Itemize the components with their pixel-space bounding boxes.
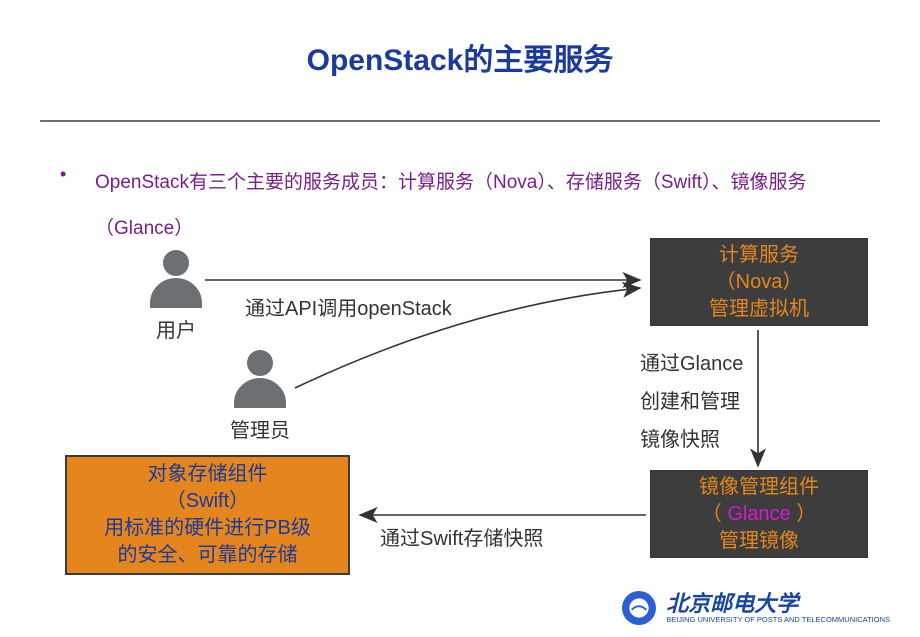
actor-admin: 管理员 (230, 350, 290, 443)
actor-admin-head-icon (247, 350, 273, 376)
box-line: 对象存储组件 (148, 461, 268, 488)
actor-user-label: 用户 (156, 314, 196, 343)
title-divider (40, 120, 880, 122)
box-line: 用标准的硬件进行PB级 (104, 515, 311, 542)
edge-label-nova-to-glance: 通过Glance创建和管理镜像快照 (640, 345, 743, 459)
box-line: 管理虚拟机 (709, 296, 809, 323)
box-line: （Nova） (716, 269, 803, 296)
box-swift: 对象存储组件（Swift）用标准的硬件进行PB级的安全、可靠的存储 (65, 455, 350, 575)
slide-title: OpenStack的主要服务 (0, 35, 920, 79)
university-name: 北京邮电大学 (666, 592, 890, 616)
edge-label-user-to-nova: 通过API调用openStack (245, 290, 452, 328)
edge-label-glance-to-swift: 通过Swift存储快照 (380, 520, 543, 558)
box-line: 镜像管理组件 (699, 474, 819, 501)
slide-title-text: OpenStack的主要服务 (307, 44, 614, 77)
actor-user-body-icon (150, 278, 202, 308)
box-line: （Swift） (166, 488, 249, 515)
university-sub: BEIJING UNIVERSITY OF POSTS AND TELECOMM… (666, 616, 890, 624)
university-logo-icon (622, 591, 656, 625)
bullet-marker: • (60, 164, 66, 185)
box-glance: 镜像管理组件（ Glance ）管理镜像 (650, 470, 868, 558)
box-line: （ Glance ） (702, 501, 817, 528)
box-line: 管理镜像 (719, 528, 799, 555)
university-name-block: 北京邮电大学 BEIJING UNIVERSITY OF POSTS AND T… (666, 592, 890, 624)
actor-user-head-icon (163, 250, 189, 276)
box-line: 计算服务 (719, 242, 799, 269)
box-nova: 计算服务（Nova）管理虚拟机 (650, 238, 868, 326)
footer: 北京邮电大学 BEIJING UNIVERSITY OF POSTS AND T… (622, 591, 890, 625)
actor-user: 用户 (150, 250, 202, 343)
actor-admin-body-icon (234, 378, 286, 408)
box-line: 的安全、可靠的存储 (118, 542, 298, 569)
actor-admin-label: 管理员 (230, 414, 290, 443)
